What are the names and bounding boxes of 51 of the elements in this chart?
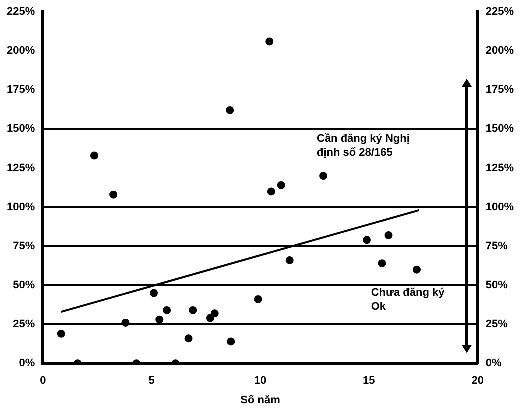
point	[266, 38, 274, 46]
y2-tick-label: 175%	[486, 84, 514, 96]
point	[156, 316, 164, 324]
point	[226, 106, 234, 114]
point	[378, 260, 386, 268]
point	[90, 152, 98, 160]
x-tick-label: 15	[363, 375, 376, 388]
point	[320, 172, 328, 180]
point	[286, 256, 294, 264]
annotation: Cần đăng ký Nghị định số 28/165	[317, 132, 411, 160]
annotation: Chưa đăng ký Ok	[371, 286, 446, 314]
point	[384, 231, 393, 240]
x-tick-label: 20	[472, 375, 484, 388]
y-tick-label: 175%	[6, 84, 36, 96]
y-tick-label: 25%	[13, 318, 36, 331]
y-tick-label: 50%	[13, 280, 36, 292]
y2-tick-label: 75%	[486, 240, 508, 252]
y2-tick-label: 150%	[486, 123, 514, 136]
point	[254, 296, 262, 304]
point	[210, 310, 219, 318]
y-tick-label: 225%	[6, 6, 36, 18]
y-tick-label: 125%	[6, 162, 36, 174]
y-tick-label: 0%	[19, 358, 36, 370]
y-tick-label: 200%	[6, 45, 36, 58]
x-tick-label: 5	[148, 375, 155, 388]
point	[122, 318, 130, 327]
x-tick-label: 10	[254, 375, 267, 388]
y2-tick-label: 25%	[486, 318, 508, 331]
x-tick-label: 0	[40, 375, 46, 388]
point	[413, 266, 422, 274]
point	[57, 330, 66, 338]
y-tick-label: 100%	[6, 201, 36, 214]
point	[110, 190, 118, 199]
y2-tick-label: 225%	[486, 6, 514, 18]
x-axis-title: Số năm	[240, 394, 281, 406]
point	[163, 306, 172, 314]
y2-tick-label: 100%	[486, 201, 514, 214]
point	[150, 289, 158, 298]
y2-tick-label: 125%	[486, 162, 514, 174]
point	[206, 314, 215, 322]
point	[363, 236, 372, 244]
point	[267, 188, 276, 196]
point	[189, 306, 198, 314]
y2-tick-label: 200%	[486, 45, 514, 58]
y2-tick-label: 0%	[486, 358, 502, 370]
point	[277, 181, 286, 190]
point	[227, 338, 236, 346]
y2-tick-label: 50%	[486, 280, 508, 292]
y-tick-label: 150%	[6, 123, 36, 136]
y-tick-label: 75%	[13, 240, 36, 252]
point	[184, 334, 193, 343]
